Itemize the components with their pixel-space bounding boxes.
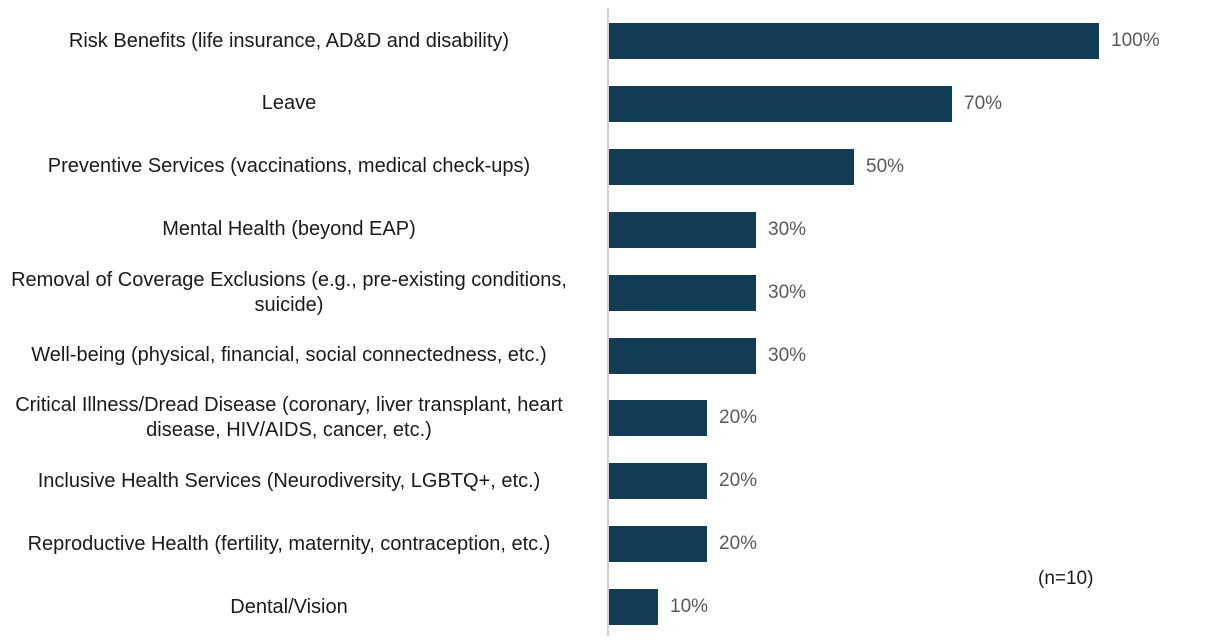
- category-label: Mental Health (beyond EAP): [162, 218, 416, 241]
- bar-value-label: 30%: [768, 344, 807, 366]
- bar: [609, 23, 1099, 59]
- category-label: Removal of Coverage Exclusions (e.g., pr…: [11, 268, 567, 316]
- category-label: Inclusive Health Services (Neurodiversit…: [37, 469, 541, 492]
- bar: [609, 589, 658, 626]
- bar: [609, 274, 756, 311]
- bar-value-label: 30%: [768, 281, 807, 303]
- bar-value-label: 50%: [866, 155, 905, 177]
- bar-value-label: 10%: [670, 596, 709, 618]
- category-label: Leave: [261, 92, 317, 115]
- bar: [609, 400, 707, 437]
- bar: [609, 211, 756, 248]
- bar: [609, 148, 854, 185]
- category-label: Reproductive Health (fertility, maternit…: [27, 532, 551, 555]
- bar: [609, 337, 756, 374]
- bar-value-label: 20%: [719, 470, 758, 492]
- bar: [609, 463, 707, 500]
- bar: [609, 85, 952, 122]
- bar-value-label: 70%: [964, 92, 1003, 114]
- bar-value-label: 30%: [768, 218, 807, 240]
- category-label: Preventive Services (vaccinations, medic…: [47, 155, 531, 178]
- category-label: Risk Benefits (life insurance, AD&D and …: [68, 29, 510, 52]
- bar-value-label: 100%: [1111, 30, 1160, 51]
- category-axis-line: [607, 8, 609, 636]
- category-label: Dental/Vision: [230, 595, 348, 618]
- bar-value-label: 20%: [719, 407, 758, 429]
- sample-size-note: (n=10): [1038, 568, 1094, 589]
- bar-value-label: 20%: [719, 533, 758, 555]
- bar: [609, 526, 707, 563]
- category-label: Well-being (physical, financial, social …: [31, 344, 547, 366]
- category-label: Critical Illness/Dread Disease (coronary…: [15, 394, 563, 442]
